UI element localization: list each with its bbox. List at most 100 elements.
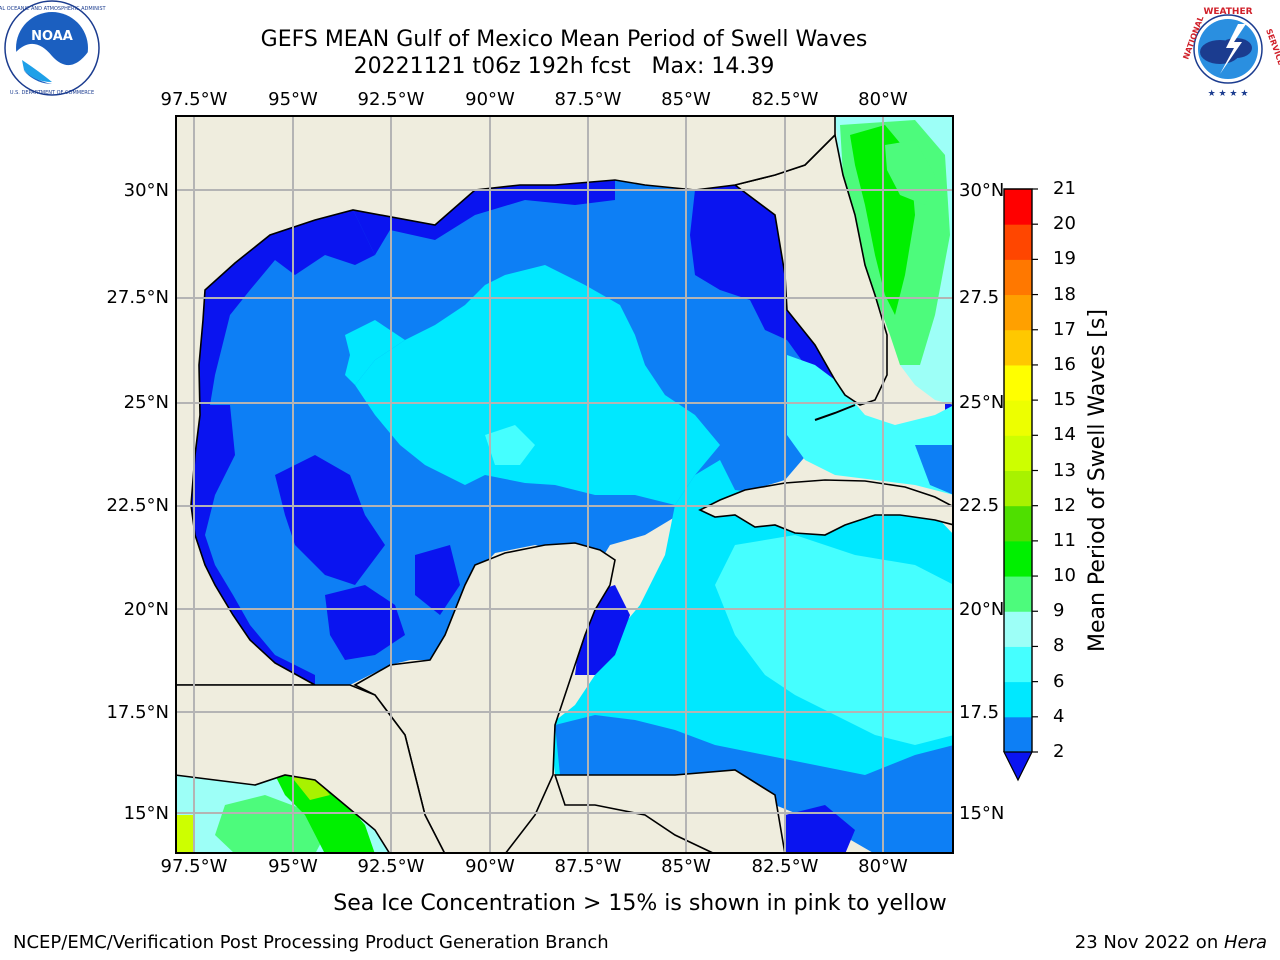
lat-label-left: 25°N [123, 392, 169, 413]
colorbar-tick-label: 10 [1053, 565, 1076, 587]
central-america-land [175, 684, 446, 854]
lon-label-top: 85°W [661, 89, 711, 110]
lat-label-right: 27.5 [959, 287, 1000, 308]
lat-label-left: 20°N [123, 599, 169, 620]
colorbar-tick-label: 20 [1053, 213, 1076, 235]
footer-date: 23 Nov 2022 on Hera [1075, 932, 1267, 953]
lon-label-bottom: 87.5°W [554, 856, 622, 877]
colorbar-tick-label: 16 [1053, 353, 1076, 375]
colorbar-tick-label: 4 [1053, 705, 1065, 727]
lat-label-left: 27.5°N [106, 287, 169, 308]
colorbar-tick-label: 11 [1053, 529, 1076, 551]
colorbar-tick-label: 21 [1053, 178, 1076, 199]
colorbar-level [1004, 189, 1032, 225]
footer-host: Hera [1223, 932, 1267, 953]
swell-period-map [175, 115, 954, 854]
nws-logo: WEATHER NATIONAL SERVICE ★ ★ ★ ★ [1180, 1, 1280, 99]
lon-label-bottom: 82.5°W [751, 856, 819, 877]
lon-label-bottom: 97.5°W [160, 856, 228, 877]
colorbar-level [1004, 329, 1032, 366]
colorbar-level [1004, 716, 1032, 753]
colorbar-level [1004, 611, 1032, 647]
pacific-lime [290, 775, 330, 800]
graticule [175, 115, 954, 854]
gulf-cyan-core [355, 265, 720, 505]
straits-water [787, 355, 954, 495]
colorbar-level [1004, 505, 1032, 542]
svg-text:NATIONAL OCEANIC AND ATMOSPHER: NATIONAL OCEANIC AND ATMOSPHERIC ADMINIS… [0, 6, 106, 12]
colorbar-tick-label: 2 [1053, 741, 1065, 762]
lon-label-top: 97.5°W [160, 89, 228, 110]
gulf-lightcyan-spot [485, 425, 535, 465]
straits-deep [915, 445, 954, 495]
colorbar-tick-label: 14 [1053, 424, 1076, 446]
florida-keys [814, 404, 856, 421]
svg-text:WEATHER: WEATHER [1203, 7, 1252, 17]
lon-label-top: 90°W [465, 89, 515, 110]
footer-date-text: 23 Nov 2022 on [1074, 932, 1224, 953]
yucatan-land [353, 542, 616, 854]
lat-label-left: 22.5°N [106, 495, 169, 516]
lon-label-top: 92.5°W [357, 89, 425, 110]
footer-credit: NCEP/EMC/Verification Post Processing Pr… [13, 932, 609, 953]
colorbar-level [1004, 576, 1032, 612]
colorbar [1003, 188, 1038, 782]
colorbar-under-arrow [1003, 751, 1033, 782]
colorbar-level [1004, 681, 1032, 718]
map-title: GEFS MEAN Gulf of Mexico Mean Period of … [260, 27, 868, 52]
lat-label-right: 17.5 [959, 702, 1000, 723]
svg-text:U.S. DEPARTMENT OF COMMERCE: U.S. DEPARTMENT OF COMMERCE [10, 90, 94, 96]
caribbean-deep-se [785, 805, 855, 854]
gulf-rim-north [353, 180, 615, 255]
lon-label-bottom: 92.5°W [357, 856, 425, 877]
map-subtitle: 20221121 t06z 192h fcst Max: 14.39 [353, 54, 775, 79]
lat-label-right: 30°N [959, 180, 1005, 201]
lat-label-right: 25°N [959, 392, 1005, 413]
pacific-yellow-green [175, 815, 195, 854]
colorbar-level [1004, 259, 1032, 296]
caribbean-lightcyan [715, 535, 954, 745]
lon-label-bottom: 90°W [465, 856, 515, 877]
colorbar-level [1004, 470, 1032, 507]
colorbar-tick-label: 8 [1053, 635, 1065, 657]
pacific-green [215, 795, 325, 854]
lat-label-left: 17.5°N [106, 702, 169, 723]
gulf-rim-east [690, 185, 835, 380]
lat-label-right: 15°N [959, 803, 1005, 824]
colorbar-level [1004, 646, 1032, 683]
atlantic-green-spot [885, 140, 935, 205]
colorbar-level [1004, 400, 1032, 436]
lon-label-top: 80°W [858, 89, 908, 110]
gulf-blob-3 [415, 545, 460, 615]
sea-ice-note: Sea Ice Concentration > 15% is shown in … [333, 891, 947, 916]
noaa-logo: NOAA NATIONAL OCEANIC AND ATMOSPHERIC AD… [0, 0, 106, 96]
svg-text:★ ★ ★ ★: ★ ★ ★ ★ [1208, 89, 1249, 99]
lon-label-bottom: 95°W [268, 856, 318, 877]
colorbar-level [1004, 435, 1032, 471]
gulf-blob-2 [325, 585, 405, 660]
map-frame [175, 115, 954, 854]
colorbar-tick-label: 17 [1053, 318, 1076, 340]
gulf-rim-west [191, 210, 375, 685]
lon-label-top: 95°W [268, 89, 318, 110]
cuba-land [698, 479, 954, 536]
colorbar-level [1004, 294, 1032, 331]
lat-label-right: 20°N [959, 599, 1005, 620]
colorbar-level [1004, 540, 1032, 577]
lon-label-top: 87.5°W [554, 89, 622, 110]
svg-text:NOAA: NOAA [31, 29, 73, 44]
colorbar-tick-label: 12 [1053, 494, 1076, 516]
lon-label-bottom: 85°W [661, 856, 711, 877]
colorbar-tick-label: 19 [1053, 248, 1076, 270]
gulf-blob-1 [275, 455, 385, 585]
colorbar-frame [1003, 188, 1033, 752]
colorbar-tick-label: 18 [1053, 283, 1076, 305]
colorbar-tick-label: 15 [1053, 389, 1076, 411]
lon-label-bottom: 80°W [858, 856, 908, 877]
lat-label-left: 15°N [123, 803, 169, 824]
colorbar-level [1004, 364, 1032, 401]
colorbar-label: Mean Period of Swell Waves [s] [1085, 309, 1110, 652]
colorbar-tick-label: 6 [1053, 670, 1065, 692]
lat-label-right: 22.5 [959, 495, 1000, 516]
lon-label-top: 82.5°W [751, 89, 819, 110]
